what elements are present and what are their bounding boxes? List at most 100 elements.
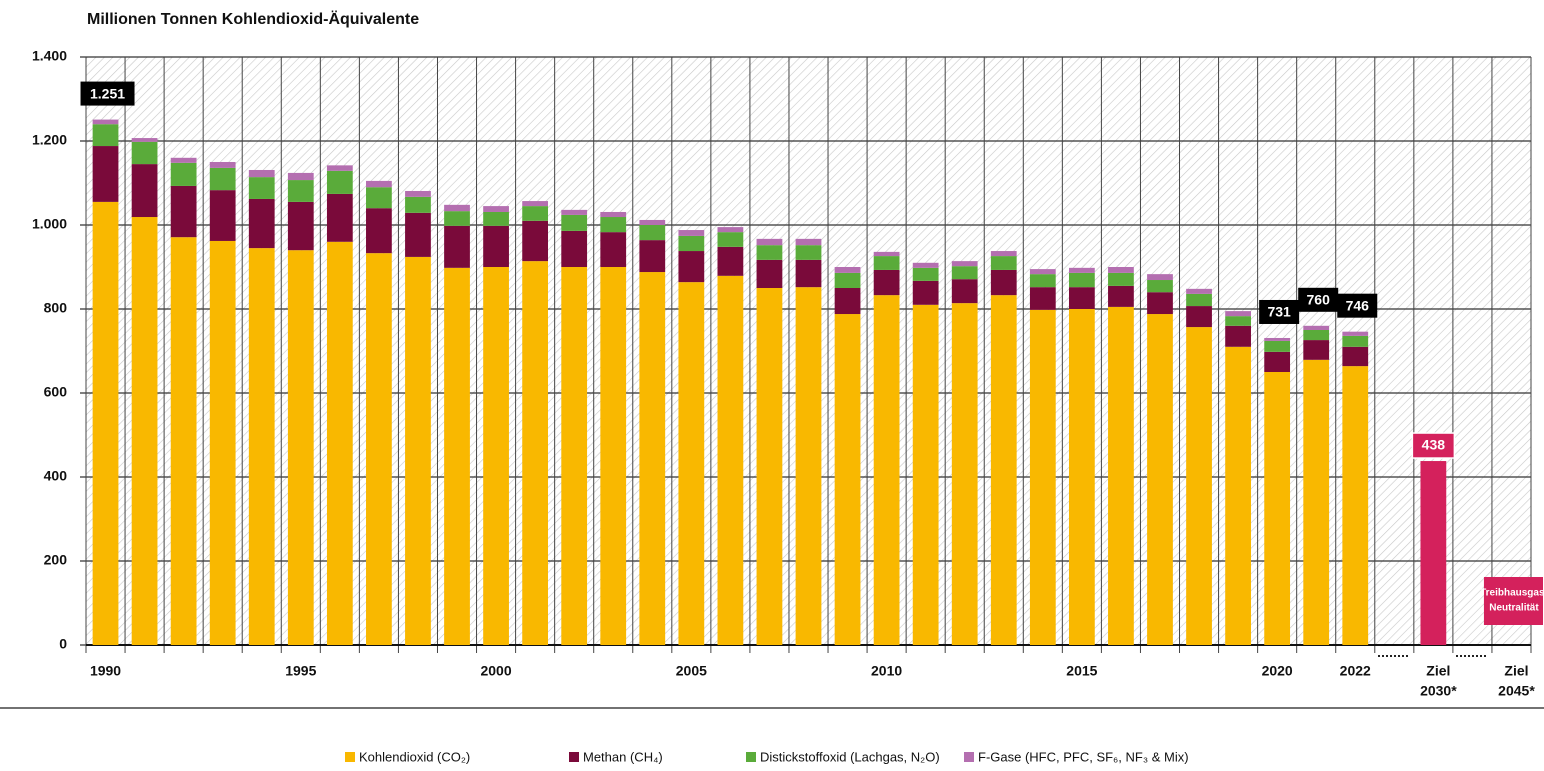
bar-segment [248, 248, 275, 645]
bar-segment [1186, 288, 1212, 294]
bar-segment [1342, 366, 1369, 645]
bar-segment [248, 169, 275, 178]
labels: 0 200 400 600 800 1.000 1.200 1.400 1990 1.251 199… [32, 48, 1544, 699]
bar-segment [1264, 351, 1291, 372]
total-label: 731 [1267, 304, 1291, 320]
x-tick-label: 2030* [1420, 683, 1457, 699]
bar-segment [678, 282, 705, 645]
bar-segment [209, 167, 236, 191]
bar-segment [1225, 325, 1251, 347]
x-tick-label: 2020 [1262, 663, 1293, 679]
bar-segment [912, 262, 939, 268]
bar-segment [1225, 316, 1251, 326]
bar-segment [912, 280, 939, 305]
bar-segment [209, 162, 236, 168]
bar-segment [1029, 287, 1056, 310]
bar-segment [795, 238, 822, 246]
bar-segment [92, 201, 119, 645]
bar-segment [990, 295, 1017, 645]
bar-segment [756, 288, 783, 645]
bar-segment [522, 220, 549, 262]
bar-segment [678, 235, 705, 252]
bar-segment [951, 261, 978, 267]
bar-segment [1068, 267, 1095, 273]
bar-segment [444, 225, 470, 268]
x-tick-label: 2010 [871, 663, 902, 679]
bar-segment [1225, 311, 1251, 317]
bar-segment [483, 211, 509, 226]
bar-segment [834, 272, 861, 288]
bar-segment [561, 209, 588, 215]
bar-segment [600, 211, 627, 218]
y-tick-label: 1.000 [32, 216, 67, 232]
bar-segment [1147, 314, 1173, 645]
bar-segment [405, 256, 431, 645]
x-tick-label: 2015 [1066, 663, 1097, 679]
total-label-box [1337, 293, 1378, 318]
x-tick-label: Ziel [1426, 663, 1450, 679]
bar-segment [131, 138, 158, 142]
bar-segment [1264, 337, 1291, 341]
bar-segment [326, 170, 353, 194]
bar-segment [873, 295, 900, 645]
bar-segment [326, 165, 353, 171]
bar-segment [483, 206, 509, 212]
total-label: 1.251 [90, 85, 125, 101]
y-tick-label: 0 [59, 636, 67, 652]
bar-segment [873, 251, 900, 257]
x-tick-label: 2005 [676, 663, 707, 679]
bar-segment [639, 219, 666, 225]
legend-label: Distickstoffoxid (Lachgas, N₂O) [760, 749, 940, 764]
bar-segment [366, 187, 392, 209]
bar-segment [1342, 331, 1369, 336]
x-tick-label: 2045* [1498, 683, 1535, 699]
bar-segment [1186, 293, 1212, 307]
bar-segment [287, 201, 314, 251]
bar-segment [1068, 272, 1095, 288]
bar-segment [209, 240, 236, 645]
bar-segment [522, 201, 549, 207]
legend-swatch [345, 752, 355, 762]
bar-segment [170, 162, 197, 186]
y-tick-label: 400 [44, 468, 68, 484]
bar-segment [1342, 346, 1369, 367]
bar-segment [561, 214, 588, 231]
bar-segment [678, 251, 705, 283]
legend-label: Kohlendioxid (CO₂) [359, 749, 470, 764]
bar-segment [287, 172, 314, 181]
neutrality-box [1483, 577, 1543, 625]
bar-segment [1147, 292, 1173, 315]
bar-segment [1186, 327, 1212, 645]
bar-segment [444, 211, 470, 226]
bar-segment [1029, 269, 1056, 275]
bar-segment [287, 250, 314, 645]
bar-segment [405, 196, 431, 213]
bar-segment [366, 208, 392, 254]
bar-segment [170, 237, 197, 645]
bar-segment [170, 157, 197, 163]
bar-segment [600, 217, 627, 233]
total-label-box [80, 81, 135, 106]
bar-segment [131, 217, 158, 645]
bar-segment [951, 279, 978, 304]
bar-segment [1342, 335, 1369, 347]
y-tick-label: 1.200 [32, 132, 67, 148]
bar-segment [1264, 372, 1291, 645]
bar-segment [1068, 309, 1095, 645]
x-tick-label: 1995 [285, 663, 316, 679]
bar-segment [717, 275, 744, 645]
y-tick-label: 800 [44, 300, 68, 316]
x-tick-label: Ziel [1504, 663, 1528, 679]
bar-segment [483, 225, 509, 267]
x-tick-label: 2022 [1340, 663, 1371, 679]
bar-segment [990, 256, 1017, 270]
bar-segment [405, 190, 431, 197]
bar-segment [405, 212, 431, 257]
bar-segment [92, 119, 119, 125]
legend-swatch [746, 752, 756, 762]
x-tick-label: 1990 [90, 663, 121, 679]
bar-segment [366, 253, 392, 645]
bar-segment [1108, 267, 1134, 273]
bar-segment [1068, 287, 1095, 309]
bar-segment [248, 198, 275, 249]
